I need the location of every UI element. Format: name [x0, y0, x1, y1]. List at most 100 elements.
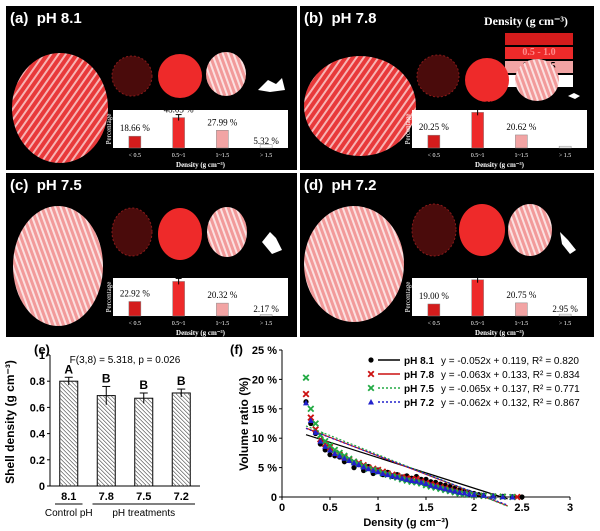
data-point	[437, 484, 444, 491]
data-point	[360, 464, 367, 470]
bar-hatch	[172, 433, 191, 453]
data-point	[346, 457, 353, 464]
histogram-bar	[515, 134, 528, 149]
bar-hatch	[97, 469, 114, 486]
shell-gt15-a	[258, 78, 285, 92]
histogram-tick-label: < 0.5	[428, 153, 440, 159]
bar-hatch	[59, 465, 78, 485]
bar-hatch	[134, 445, 153, 465]
histogram-tick-label: 0.5~1	[471, 321, 485, 327]
bar-hatch	[172, 405, 191, 425]
density-legend-item: 0.5 - 1.0	[505, 47, 573, 59]
bar-hatch	[134, 413, 153, 433]
histogram-b: Percentage 20.25 % < 0.5 56.29 % 0.5~1 20.62 …	[404, 99, 587, 169]
legend-equation: y = -0.065x + 0.137, R² = 0.771	[441, 384, 580, 395]
data-point	[327, 446, 333, 453]
data-point	[456, 489, 463, 495]
bar-hatch	[134, 409, 153, 429]
data-point	[365, 465, 372, 472]
histogram-bar	[427, 303, 441, 317]
bar-hatch	[59, 433, 78, 453]
significance-letter: A	[64, 362, 73, 376]
bar-hatch	[172, 473, 185, 486]
histogram-tick-label: < 0.5	[129, 153, 141, 159]
x-tick-label: 0	[279, 502, 285, 514]
bar-hatch	[134, 417, 153, 437]
data-point-stroke	[326, 441, 334, 449]
histogram-bar	[172, 117, 185, 149]
shell-05-1-b	[465, 58, 509, 102]
bar-hatch	[59, 441, 78, 461]
histogram-tick-label: > 1.5	[559, 153, 571, 159]
data-point-stroke	[367, 384, 375, 392]
bar-hatch	[134, 457, 153, 477]
histogram-ylabel: Percentage	[404, 282, 412, 313]
panel-e-label: (e)	[34, 342, 50, 357]
bar-hatch	[59, 397, 78, 417]
shell-whole-d	[304, 206, 404, 322]
data-point	[355, 461, 362, 468]
y-tick-label: 15 %	[252, 404, 277, 416]
bar-hatch	[134, 425, 153, 445]
density-legend-title: Density (g cm⁻³)	[484, 14, 568, 28]
bar-hatch	[134, 473, 148, 487]
shell-1-15-a	[206, 52, 246, 96]
legend-equation: y = -0.062x + 0.132, R² = 0.867	[441, 398, 580, 409]
bar-hatch	[97, 457, 116, 477]
bar-hatch	[172, 457, 191, 477]
bar-hatch	[106, 395, 116, 405]
data-point	[480, 492, 487, 498]
histogram-bar	[259, 314, 273, 317]
legend-equation: y = -0.052x + 0.119, R² = 0.820	[441, 356, 579, 367]
histogram-tick-label: < 0.5	[428, 321, 440, 327]
bar-hatch	[97, 429, 116, 449]
data-point	[379, 470, 386, 476]
panel-d-label: (d) pH 7.2	[304, 177, 377, 194]
shell-gt15-c	[262, 232, 282, 254]
data-point	[399, 475, 405, 481]
histogram-tick-label: 1~1.5	[216, 153, 230, 159]
bar-hatch	[172, 449, 191, 469]
bar-hatch	[97, 409, 116, 429]
bar-hatch	[134, 398, 153, 417]
histogram-bar	[172, 281, 185, 317]
histogram-bar	[558, 313, 572, 317]
data-point	[375, 468, 381, 475]
data-point	[307, 405, 315, 413]
data-point	[451, 488, 458, 494]
data-point	[317, 438, 324, 444]
histogram-data-label: 20.25 %	[419, 122, 450, 132]
histogram-plot-area	[412, 278, 587, 316]
histogram-bar	[471, 112, 484, 149]
histogram-data-label: 2.95 %	[552, 304, 578, 314]
data-point	[351, 465, 357, 471]
data-point	[312, 429, 319, 435]
y-tick-label: 0	[271, 492, 277, 504]
data-point	[327, 452, 333, 458]
density-legend-item: < 0.5	[505, 33, 573, 45]
legend-series-name: pH 7.8	[404, 370, 434, 381]
bar-hatch	[59, 477, 69, 487]
data-point	[519, 494, 525, 500]
bar-hatch	[97, 461, 116, 481]
bar-hatch	[97, 477, 106, 486]
x-tick-label: 2.5	[514, 502, 529, 514]
shell-05-1-d	[459, 204, 505, 256]
series-pH-7_5: pH 7.5 y = -0.065x + 0.137, R² = 0.771	[302, 374, 580, 507]
shell-1-15-b	[515, 59, 559, 101]
bar-hatch	[172, 469, 189, 486]
data-point	[331, 450, 338, 456]
histogram-data-label: 20.32 %	[207, 290, 238, 300]
data-point-stroke	[331, 446, 339, 454]
histogram-xlabel: Density (g cm⁻³)	[176, 329, 226, 337]
bar-hatch	[172, 425, 191, 445]
legend-series-name: pH 7.5	[404, 384, 434, 395]
histogram-tick-label: 0.5~1	[172, 321, 186, 327]
panel-f-label: (f)	[230, 342, 243, 357]
bar-hatch	[182, 392, 191, 401]
data-point	[432, 483, 439, 489]
y-tick-label: 0	[39, 481, 45, 493]
histogram-bar	[259, 144, 273, 149]
chart-e: 0 0.2 0.4 0.6 0.8 1 Shell density (g cm⁻³) A 8.1…	[3, 350, 200, 519]
bar-hatch	[59, 409, 78, 429]
